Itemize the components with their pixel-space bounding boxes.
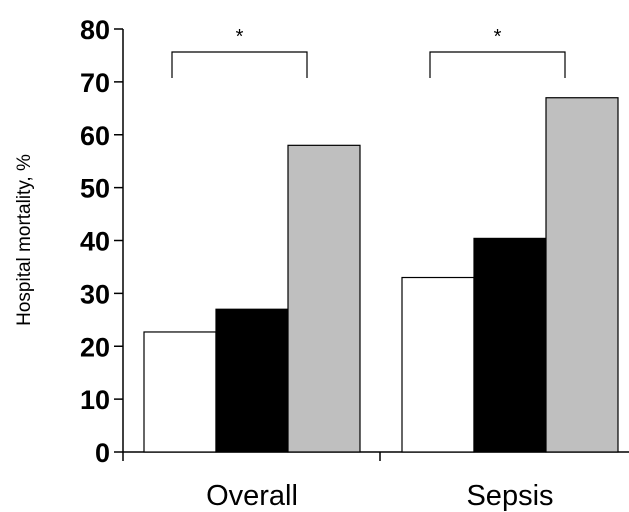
x-category-label: Overall	[206, 480, 298, 512]
y-tick-label: 30	[80, 279, 110, 309]
x-category-label: Sepsis	[466, 480, 553, 512]
bar	[473, 237, 547, 453]
bar	[215, 308, 289, 453]
y-tick-label: 50	[80, 174, 110, 204]
significance-bracket	[171, 51, 308, 78]
y-axis-title: Hospital mortality, %	[14, 154, 35, 326]
tick-labels: 0 10 20 30 40 50 60 70 80 Overall Sepsis	[80, 15, 554, 512]
y-tick-label: 40	[80, 227, 110, 257]
bars	[143, 97, 619, 453]
significance-label: *	[494, 26, 502, 48]
y-tick-label: 20	[80, 332, 110, 362]
y-tick-label: 60	[80, 121, 110, 151]
bar	[143, 331, 217, 453]
y-tick-label: 0	[95, 438, 110, 468]
bar	[287, 144, 361, 453]
bar	[401, 276, 475, 453]
y-tick-label: 80	[80, 15, 110, 45]
significance-bracket	[429, 51, 566, 78]
y-tick-label: 10	[80, 385, 110, 415]
significance-label: *	[236, 26, 244, 48]
y-tick-label: 70	[80, 68, 110, 98]
bar	[545, 97, 619, 453]
significance-brackets: * *	[171, 26, 566, 78]
